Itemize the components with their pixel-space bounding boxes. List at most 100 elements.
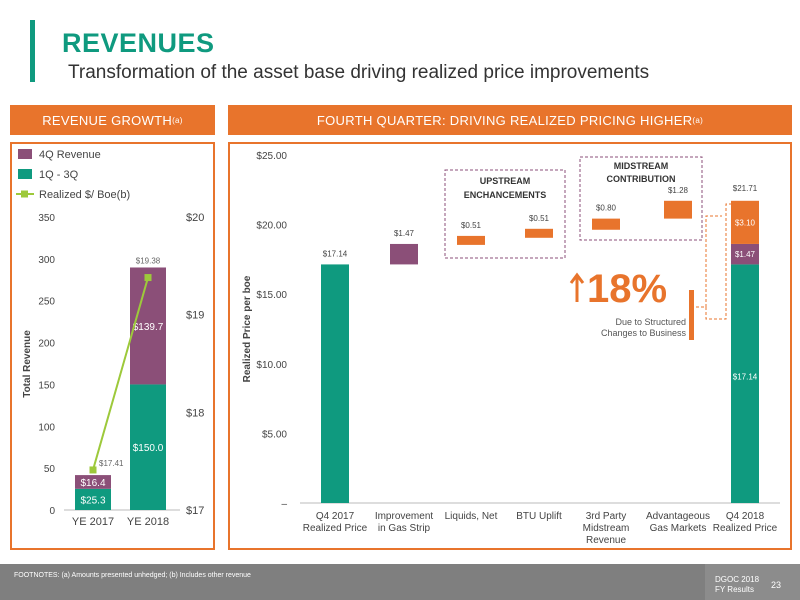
title-accent-bar <box>30 20 35 82</box>
y-axis-title: Realized Price per boe <box>242 275 253 382</box>
bar-increment <box>457 235 485 245</box>
right-panel-header: FOURTH QUARTER: DRIVING REALIZED PRICING… <box>228 105 792 135</box>
bar-final-segment <box>731 243 759 265</box>
data-label: $139.7 <box>133 322 164 333</box>
realized-price-waterfall-chart: – $5.00 $10.00 $15.00 $20.00 $25.00 Realized P… <box>242 151 780 546</box>
data-label: $25.3 <box>80 495 105 506</box>
bar-final-segment <box>731 200 759 244</box>
x-tick-label: Realized Price <box>303 523 368 534</box>
y2-tick-label: $17 <box>186 505 204 517</box>
y-tick-label: 200 <box>38 339 55 350</box>
data-label: $150.0 <box>133 443 164 454</box>
x-tick-label: YE 2017 <box>72 516 114 528</box>
y-tick-label: $25.00 <box>256 151 287 162</box>
x-tick-label: YE 2018 <box>127 516 169 528</box>
legend-label: 1Q - 3Q <box>39 169 79 181</box>
bar-segment-1q-3q <box>75 488 111 510</box>
y-tick-label: 0 <box>49 506 55 517</box>
midstream-annotation-box <box>579 156 703 241</box>
bar-segment-1q-3q <box>130 384 166 510</box>
growth-arrow-icon <box>569 272 585 302</box>
data-label: $3.10 <box>735 218 756 227</box>
legend-label: 4Q Revenue <box>39 149 101 161</box>
growth-note: Changes to Business <box>601 328 687 338</box>
y-tick-label: $20.00 <box>256 221 287 232</box>
midstream-annotation-label: CONTRIBUTION <box>607 174 676 184</box>
data-label: $21.71 <box>733 184 758 193</box>
legend-marker-swatch <box>21 190 28 198</box>
footer-bar <box>0 564 800 600</box>
growth-bracket-upper <box>696 215 722 308</box>
growth-bracket-lower <box>705 203 731 320</box>
left-panel-header: REVENUE GROWTH (a) <box>10 105 215 135</box>
y-axis-title: Total Revenue <box>22 330 33 398</box>
realized-price-line <box>92 277 149 471</box>
data-label: $1.47 <box>735 250 756 259</box>
x-tick-label: Gas Markets <box>650 523 707 534</box>
data-label: $0.80 <box>596 204 617 213</box>
bar-start <box>321 264 349 503</box>
realized-price-marker <box>89 466 97 474</box>
footnote: FOOTNOTES: (a) Amounts presented unhedge… <box>14 572 251 579</box>
y-tick-label: 300 <box>38 255 55 266</box>
x-tick-label: in Gas Strip <box>378 523 431 534</box>
page-subtitle: Transformation of the asset base driving… <box>68 62 650 83</box>
y-tick-label: 50 <box>44 464 56 475</box>
right-panel-box <box>228 142 792 550</box>
realized-price-marker <box>144 274 152 282</box>
growth-note: Due to Structured <box>615 317 686 327</box>
legend-swatch <box>18 169 32 179</box>
x-tick-label: Revenue <box>586 535 626 546</box>
x-tick-label: Advantageous <box>646 511 710 522</box>
page-number: 23 <box>771 580 782 590</box>
x-tick-label: Realized Price <box>713 523 778 534</box>
document-label: DGOC 2018 FY Results <box>715 575 759 595</box>
line-data-label: $17.41 <box>99 459 124 468</box>
y-tick-label: 150 <box>38 380 55 391</box>
data-label: $16.4 <box>80 478 105 489</box>
x-tick-label: Q4 2018 <box>726 511 765 522</box>
x-tick-label: Q4 2017 <box>316 511 355 522</box>
y-tick-label: 100 <box>38 422 55 433</box>
legend-label: Realized $/ Boe(b) <box>39 189 130 201</box>
upstream-annotation-label: UPSTREAM <box>480 176 531 186</box>
upstream-annotation-label: ENCHANCEMENTS <box>464 190 547 200</box>
right-panel-header-text: FOURTH QUARTER: DRIVING REALIZED PRICING… <box>316 112 693 128</box>
y-tick-label: – <box>281 499 287 510</box>
x-tick-label: Midstream <box>583 523 630 534</box>
y-tick-label: $15.00 <box>256 290 287 301</box>
doc-label-line: FY Results <box>715 585 754 594</box>
data-label: $1.47 <box>394 229 415 238</box>
growth-value: 18% <box>587 267 667 311</box>
x-tick-label: Liquids, Net <box>445 511 498 522</box>
bar-increment <box>592 218 620 230</box>
data-label: $17.14 <box>323 249 348 258</box>
doc-label-line: DGOC 2018 <box>715 575 760 584</box>
data-label: $0.51 <box>529 214 550 223</box>
bar-segment-4q <box>130 267 166 385</box>
page-title: REVENUES <box>62 28 215 58</box>
bar-increment <box>390 243 418 265</box>
upstream-annotation-box <box>444 169 566 259</box>
bar-increment <box>525 228 553 238</box>
midstream-annotation-label: MIDSTREAM <box>614 161 669 171</box>
y2-tick-label: $20 <box>186 212 204 224</box>
growth-marker-bar <box>689 290 694 340</box>
legend-swatch <box>18 149 32 159</box>
y-tick-label: $5.00 <box>262 429 287 440</box>
bar-segment-4q <box>75 475 111 489</box>
y2-tick-label: $19 <box>186 310 204 322</box>
y-tick-label: 250 <box>38 297 55 308</box>
y-tick-label: $10.00 <box>256 360 287 371</box>
x-tick-label: BTU Uplift <box>516 511 562 522</box>
data-label: $17.14 <box>733 372 758 381</box>
bar-increment <box>664 200 692 219</box>
left-panel-box <box>10 142 215 550</box>
x-tick-label: Improvement <box>375 511 434 522</box>
data-label: $1.28 <box>668 186 689 195</box>
line-data-label: $19.38 <box>136 257 161 266</box>
x-tick-label: 3rd Party <box>586 511 627 522</box>
right-panel-header-sup: (a) <box>692 115 704 125</box>
revenue-growth-chart: 4Q Revenue 1Q - 3Q Realized $/ Boe(b) 0 50 10… <box>16 149 204 528</box>
bar-final-segment <box>731 264 759 503</box>
